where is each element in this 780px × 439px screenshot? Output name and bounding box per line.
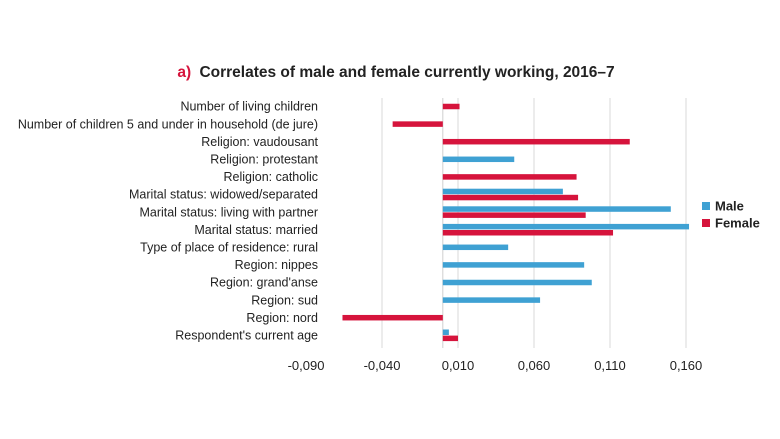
bar-male xyxy=(442,262,585,268)
bar-female xyxy=(442,138,630,145)
category-label: Region: grand'anse xyxy=(210,276,318,290)
category-label: Marital status: married xyxy=(194,223,318,237)
bar-female xyxy=(442,194,579,201)
bar-male xyxy=(442,223,690,230)
category-label: Region: sud xyxy=(251,293,318,307)
bar-male xyxy=(442,156,515,163)
category-labels: Number of living children Number of child… xyxy=(18,100,319,343)
bar-female xyxy=(442,335,458,342)
legend-swatch-female xyxy=(702,219,710,227)
category-label: Region: nippes xyxy=(235,258,318,272)
bar-male xyxy=(442,279,592,286)
legend-label-female: Female xyxy=(715,216,760,231)
bar-male xyxy=(442,329,449,335)
category-label: Region: nord xyxy=(246,311,318,325)
category-label: Religion: vaudousant xyxy=(201,135,318,149)
category-label: Religion: protestant xyxy=(210,153,318,167)
chart-title: a) Correlates of male and female current… xyxy=(177,64,614,81)
chart-title-text: Correlates of male and female currently … xyxy=(199,64,614,81)
category-label: Number of children 5 and under in househ… xyxy=(18,117,318,131)
x-tick-label: -0,040 xyxy=(364,358,401,373)
category-label: Marital status: widowed/separated xyxy=(129,188,318,202)
bar-female xyxy=(442,103,460,110)
x-tick-label: 0,110 xyxy=(594,358,626,373)
category-label: Religion: catholic xyxy=(224,170,319,184)
category-label: Marital status: living with partner xyxy=(139,205,318,219)
legend-label-male: Male xyxy=(715,199,744,214)
category-label: Respondent's current age xyxy=(175,329,318,343)
chart-title-tag: a) xyxy=(177,64,191,81)
bar-male xyxy=(442,297,541,303)
x-tick-label: 0,160 xyxy=(670,358,703,373)
legend-swatch-male xyxy=(702,202,710,210)
bar-female xyxy=(442,174,577,180)
category-label: Type of place of residence: rural xyxy=(140,241,318,255)
bar-female xyxy=(342,314,443,321)
bar-male xyxy=(442,244,509,251)
gridlines xyxy=(381,98,687,348)
bar-female xyxy=(442,212,586,218)
x-tick-label: -0,090 xyxy=(288,358,325,373)
bar-female xyxy=(442,230,614,236)
x-tick-label: 0,010 xyxy=(442,358,475,373)
bar-female xyxy=(392,121,443,127)
bar-male xyxy=(442,188,563,195)
x-tick-label: 0,060 xyxy=(518,358,551,373)
category-label: Number of living children xyxy=(180,100,318,114)
bar-male xyxy=(442,206,671,212)
x-axis-ticks: -0,090 -0,040 0,010 0,060 0,110 0,160 xyxy=(288,358,703,373)
bars xyxy=(342,103,690,342)
legend: Male Female xyxy=(702,199,760,231)
